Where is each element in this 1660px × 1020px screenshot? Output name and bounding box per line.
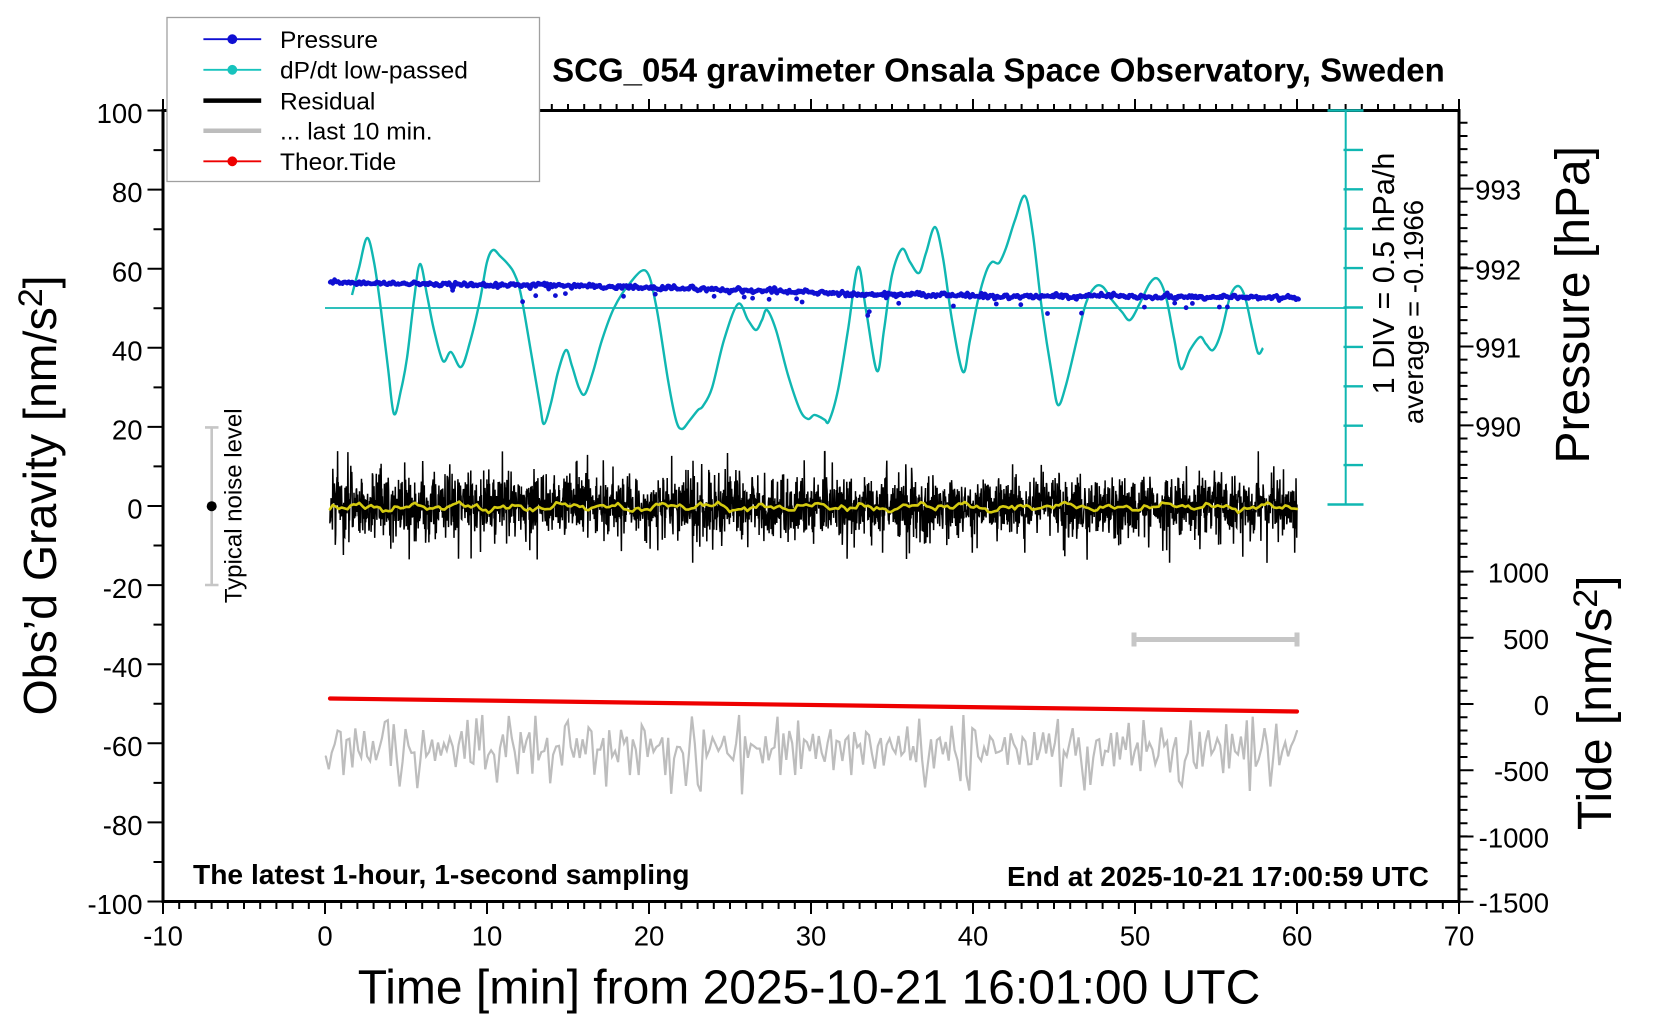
svg-text:500: 500 [1503, 624, 1549, 655]
svg-text:-1000: -1000 [1479, 823, 1549, 854]
svg-text:50: 50 [1120, 921, 1151, 952]
svg-text:SCG_054 gravimeter Onsala Spac: SCG_054 gravimeter Onsala Space Observat… [552, 52, 1445, 89]
svg-text:40: 40 [958, 921, 989, 952]
svg-text:10: 10 [472, 921, 503, 952]
svg-text:990: 990 [1475, 411, 1521, 442]
svg-text:20: 20 [112, 415, 143, 446]
svg-text:1000: 1000 [1488, 558, 1549, 589]
svg-text:60: 60 [1282, 921, 1313, 952]
svg-text:0: 0 [1534, 690, 1549, 721]
svg-text:-10: -10 [143, 921, 183, 952]
svg-text:Pressure: Pressure [280, 27, 378, 54]
svg-text:Tide [nm/s2]: Tide [nm/s2] [1567, 576, 1622, 831]
svg-text:-1500: -1500 [1479, 888, 1549, 919]
svg-text:20: 20 [634, 921, 665, 952]
svg-text:-500: -500 [1494, 756, 1549, 787]
svg-text:0: 0 [127, 494, 142, 525]
svg-text:0: 0 [317, 921, 332, 952]
svg-text:The latest 1-hour, 1-second sa: The latest 1-hour, 1-second sampling [193, 858, 690, 890]
svg-text:-40: -40 [103, 652, 143, 683]
svg-text:Obs’d Gravity [nm/s2]: Obs’d Gravity [nm/s2] [12, 275, 66, 715]
svg-text:-20: -20 [103, 573, 143, 604]
svg-text:70: 70 [1444, 921, 1475, 952]
svg-text:992: 992 [1475, 254, 1521, 285]
svg-text:100: 100 [97, 98, 143, 129]
svg-text:Residual: Residual [280, 88, 375, 115]
svg-text:Theor.Tide: Theor.Tide [280, 149, 396, 176]
svg-text:-60: -60 [103, 731, 143, 762]
svg-text:40: 40 [112, 335, 143, 366]
svg-text:dP/dt low-passed: dP/dt low-passed [280, 58, 468, 85]
svg-text:-80: -80 [103, 810, 143, 841]
svg-text:1 DIV = 0.5 hPa/h: 1 DIV = 0.5 hPa/h [1367, 153, 1401, 395]
svg-text:991: 991 [1475, 333, 1521, 364]
svg-text:60: 60 [112, 256, 143, 287]
svg-text:Typical noise level: Typical noise level [221, 408, 248, 603]
svg-text:80: 80 [112, 177, 143, 208]
svg-text:average = -0.1966: average = -0.1966 [1398, 200, 1429, 424]
svg-text:End at 2025-10-21 17:00:59 UTC: End at 2025-10-21 17:00:59 UTC [1007, 861, 1429, 892]
svg-text:Pressure [hPa]: Pressure [hPa] [1547, 146, 1600, 463]
svg-text:30: 30 [796, 921, 827, 952]
svg-text:... last 10 min.: ... last 10 min. [280, 119, 433, 146]
svg-text:-100: -100 [87, 889, 142, 920]
svg-text:Time [min] from 2025-10-21 16:: Time [min] from 2025-10-21 16:01:00 UTC [358, 962, 1261, 1015]
svg-text:993: 993 [1475, 175, 1521, 206]
